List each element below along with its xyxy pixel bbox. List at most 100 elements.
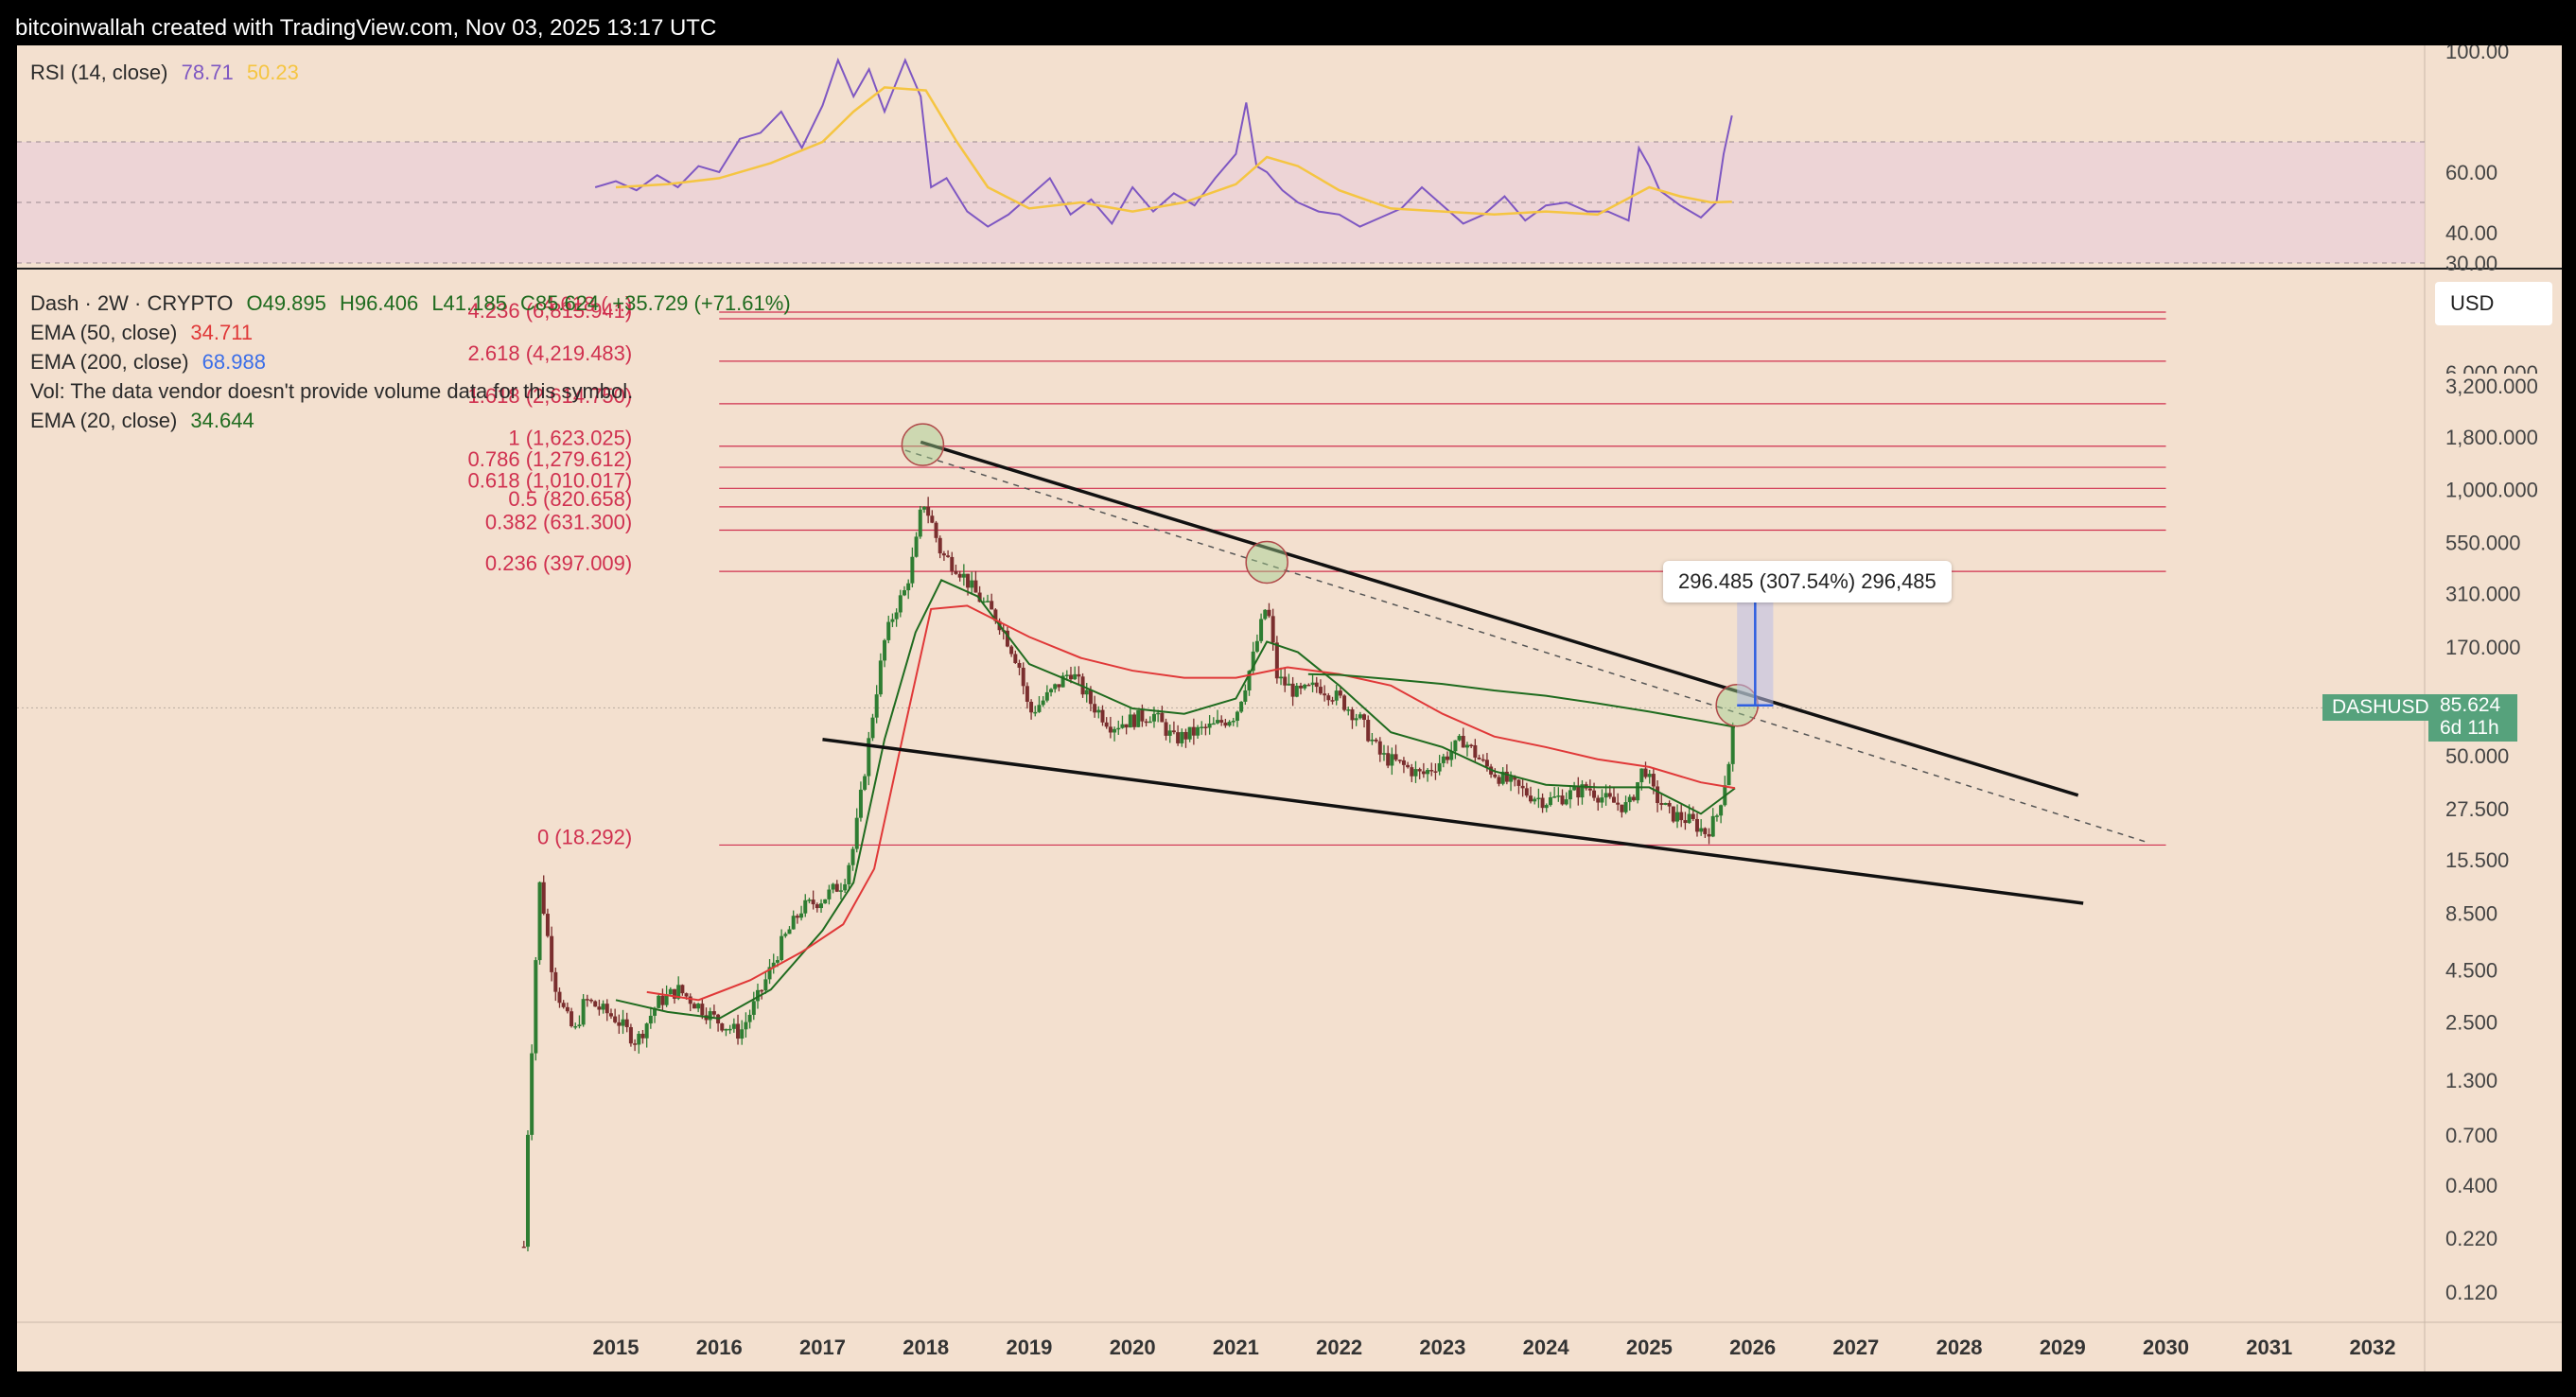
candle-body bbox=[1009, 646, 1014, 655]
candle-body bbox=[1033, 711, 1038, 714]
candle-body bbox=[1592, 790, 1597, 798]
candle-body bbox=[1251, 651, 1255, 672]
candle-body bbox=[1096, 709, 1101, 713]
candle-body bbox=[902, 590, 907, 596]
candle-body bbox=[847, 864, 851, 884]
candle-body bbox=[894, 612, 899, 620]
candle-body bbox=[834, 883, 839, 892]
candle-body bbox=[914, 536, 919, 557]
candle-body bbox=[1144, 721, 1148, 724]
candle-body bbox=[910, 556, 915, 584]
fib-label: 0.382 (631.300) bbox=[485, 511, 632, 534]
candle-body bbox=[668, 988, 673, 995]
candle-body bbox=[977, 592, 982, 602]
candle-body bbox=[1449, 751, 1454, 760]
ema200-legend[interactable]: EMA (200, close) 68.988 bbox=[30, 350, 266, 375]
price-tick-label: 3,200.000 bbox=[2445, 375, 2538, 398]
candle-body bbox=[870, 717, 875, 739]
candle-body bbox=[657, 995, 661, 1008]
candle-body bbox=[1457, 736, 1462, 741]
candle-body bbox=[815, 904, 819, 909]
ohlc-change: +35.729 (+71.61%) bbox=[612, 291, 791, 315]
candle-body bbox=[921, 506, 926, 510]
symbol-legend[interactable]: Dash · 2W · CRYPTO O49.895 H96.406 L41.1… bbox=[30, 291, 791, 316]
candle-body bbox=[780, 935, 784, 961]
rsi-legend[interactable]: RSI (14, close) 78.71 50.23 bbox=[30, 61, 299, 85]
candle-body bbox=[1426, 770, 1430, 775]
candle-body bbox=[946, 555, 951, 557]
candle-body bbox=[1560, 795, 1565, 805]
candle-body bbox=[1616, 802, 1621, 805]
candle-body bbox=[1370, 739, 1375, 742]
fib-label: 2.618 (4,219.483) bbox=[468, 341, 633, 365]
candle-body bbox=[736, 1023, 741, 1039]
candle-body bbox=[1044, 691, 1049, 701]
upper-trendline bbox=[920, 440, 2079, 797]
candle-body bbox=[1580, 784, 1585, 798]
candle-body bbox=[1703, 828, 1708, 834]
candle-body bbox=[1540, 797, 1545, 809]
last-price-badge: 85.624 6d 11h bbox=[2428, 694, 2517, 742]
candle-body bbox=[1587, 788, 1592, 791]
symbol-price-badge: DASHUSD bbox=[2322, 694, 2439, 721]
candle-body bbox=[1211, 723, 1216, 725]
candle-body bbox=[1623, 802, 1628, 812]
time-tick-label: 2019 bbox=[1006, 1336, 1052, 1359]
measure-label[interactable]: 296.485 (307.54%) 296,485 bbox=[1663, 561, 1952, 602]
ema20-legend[interactable]: EMA (20, close) 34.644 bbox=[30, 409, 254, 433]
ema50-label: EMA (50, close) bbox=[30, 321, 178, 344]
candle-body bbox=[890, 619, 895, 622]
candle-body bbox=[1719, 805, 1724, 816]
candle-body bbox=[1500, 771, 1505, 784]
candle-body bbox=[1243, 690, 1248, 702]
chart-svg[interactable]: 100.00 60.00 40.00 30.00 4.618 (...)4.236 (6… bbox=[17, 45, 2562, 1371]
chart-area[interactable]: 100.00 60.00 40.00 30.00 4.618 (...) 4.236 (6… bbox=[17, 45, 2562, 1371]
candle-body bbox=[1334, 690, 1339, 701]
rsi-legend-value: 78.71 bbox=[181, 61, 234, 84]
candle-body bbox=[863, 776, 867, 790]
candle-body bbox=[1390, 754, 1394, 766]
candle-body bbox=[795, 916, 799, 918]
candle-body bbox=[740, 1029, 745, 1039]
time-tick-label: 2016 bbox=[696, 1336, 743, 1359]
candle-body bbox=[819, 903, 824, 909]
fib-label: 0.236 (397.009) bbox=[485, 551, 632, 575]
time-tick-label: 2017 bbox=[799, 1336, 846, 1359]
candle-body bbox=[898, 595, 902, 613]
candle-body bbox=[961, 573, 966, 578]
candle-body bbox=[1556, 795, 1561, 797]
candle-body bbox=[545, 914, 550, 936]
ema50-legend[interactable]: EMA (50, close) 34.711 bbox=[30, 321, 253, 345]
fib-label: 0.786 (1,279.612) bbox=[468, 447, 633, 471]
candle-body bbox=[1627, 796, 1632, 803]
candle-body bbox=[1338, 690, 1342, 696]
candle-body bbox=[1021, 667, 1025, 687]
candle-body bbox=[1576, 786, 1581, 798]
candle-body bbox=[1231, 721, 1235, 723]
candle-body bbox=[1323, 693, 1327, 696]
candle-body bbox=[1707, 833, 1711, 837]
candle-body bbox=[803, 899, 808, 914]
candle-body bbox=[1164, 722, 1168, 736]
candle-body bbox=[1663, 802, 1668, 805]
candle-body bbox=[1603, 793, 1608, 798]
fib-label: 4.618 (...) bbox=[543, 292, 632, 316]
ema20-label: EMA (20, close) bbox=[30, 409, 178, 432]
candle-body bbox=[1374, 739, 1378, 742]
price-tick-label: 50.000 bbox=[2445, 744, 2509, 768]
time-tick-label: 2022 bbox=[1316, 1336, 1362, 1359]
candle-body bbox=[1464, 744, 1469, 748]
price-tick-label: 0.700 bbox=[2445, 1124, 2497, 1147]
candle-body bbox=[1358, 714, 1362, 719]
candle-body bbox=[1136, 710, 1141, 727]
price-tick-label: 310.000 bbox=[2445, 582, 2521, 605]
candle-body bbox=[807, 899, 812, 901]
volume-note[interactable]: Vol: The data vendor doesn't provide vol… bbox=[30, 379, 633, 404]
currency-selector[interactable]: USD bbox=[2435, 282, 2552, 325]
candle-body bbox=[1600, 797, 1604, 803]
candle-body bbox=[720, 1023, 725, 1031]
candle-body bbox=[878, 660, 883, 695]
candle-body bbox=[1254, 640, 1259, 652]
price-tick-label: 1,800.000 bbox=[2445, 426, 2538, 449]
fib-label: 0.618 (1,010.017) bbox=[468, 468, 633, 492]
